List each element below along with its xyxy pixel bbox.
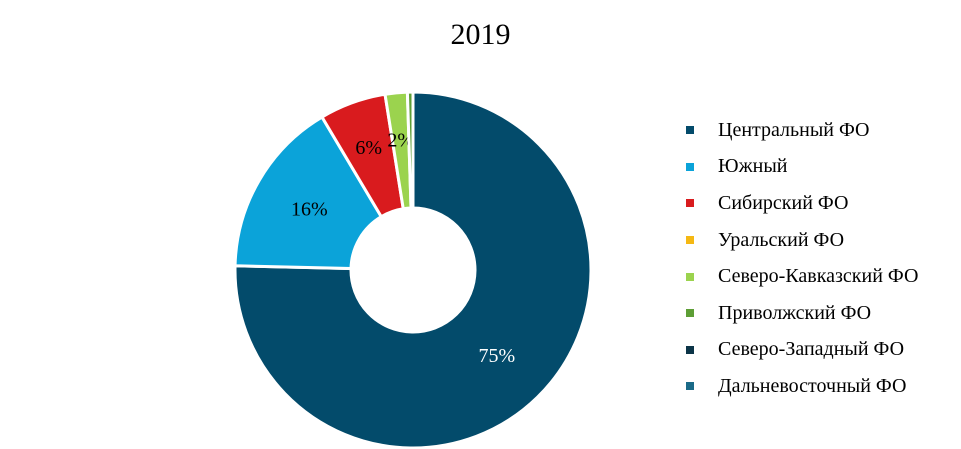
legend-item: Северо-Кавказский ФО [686, 258, 918, 295]
legend: Центральный ФО Южный Сибирский ФО Уральский… [686, 112, 918, 405]
data-label-0: 75% [479, 345, 516, 367]
slice-5 [405, 90, 415, 210]
legend-item: Приволжский ФО [686, 295, 918, 332]
legend-item: Сибирский ФО [686, 185, 918, 222]
legend-swatch [686, 126, 694, 135]
legend-label: Приволжский ФО [718, 301, 872, 324]
legend-label: Сибирский ФО [718, 191, 849, 214]
legend-swatch [686, 382, 694, 391]
legend-item: Южный [686, 149, 918, 186]
legend-label: Северо-Кавказский ФО [718, 265, 919, 288]
legend-label: Северо-Западный ФО [718, 338, 905, 361]
legend-label: Дальневосточный ФО [718, 374, 907, 397]
legend-item: Центральный ФО [686, 112, 918, 149]
legend-swatch [686, 272, 694, 281]
legend-item: Дальневосточный ФО [686, 368, 918, 405]
legend-swatch [686, 199, 694, 208]
legend-swatch [686, 236, 694, 245]
legend-swatch [686, 345, 694, 354]
chart-title: 2019 [450, 18, 511, 51]
data-label-1: 16% [291, 198, 328, 220]
legend-swatch [686, 309, 694, 318]
slice-1 [233, 114, 384, 271]
legend-label: Центральный ФО [718, 118, 870, 141]
legend-item: Уральский ФО [686, 222, 918, 259]
data-label-2: 6% [355, 137, 382, 159]
legend-swatch [686, 162, 694, 171]
legend-label: Уральский ФО [718, 228, 845, 251]
legend-item: Северо-Западный ФО [686, 332, 918, 369]
legend-label: Южный [718, 155, 788, 178]
slice-0 [233, 90, 593, 449]
